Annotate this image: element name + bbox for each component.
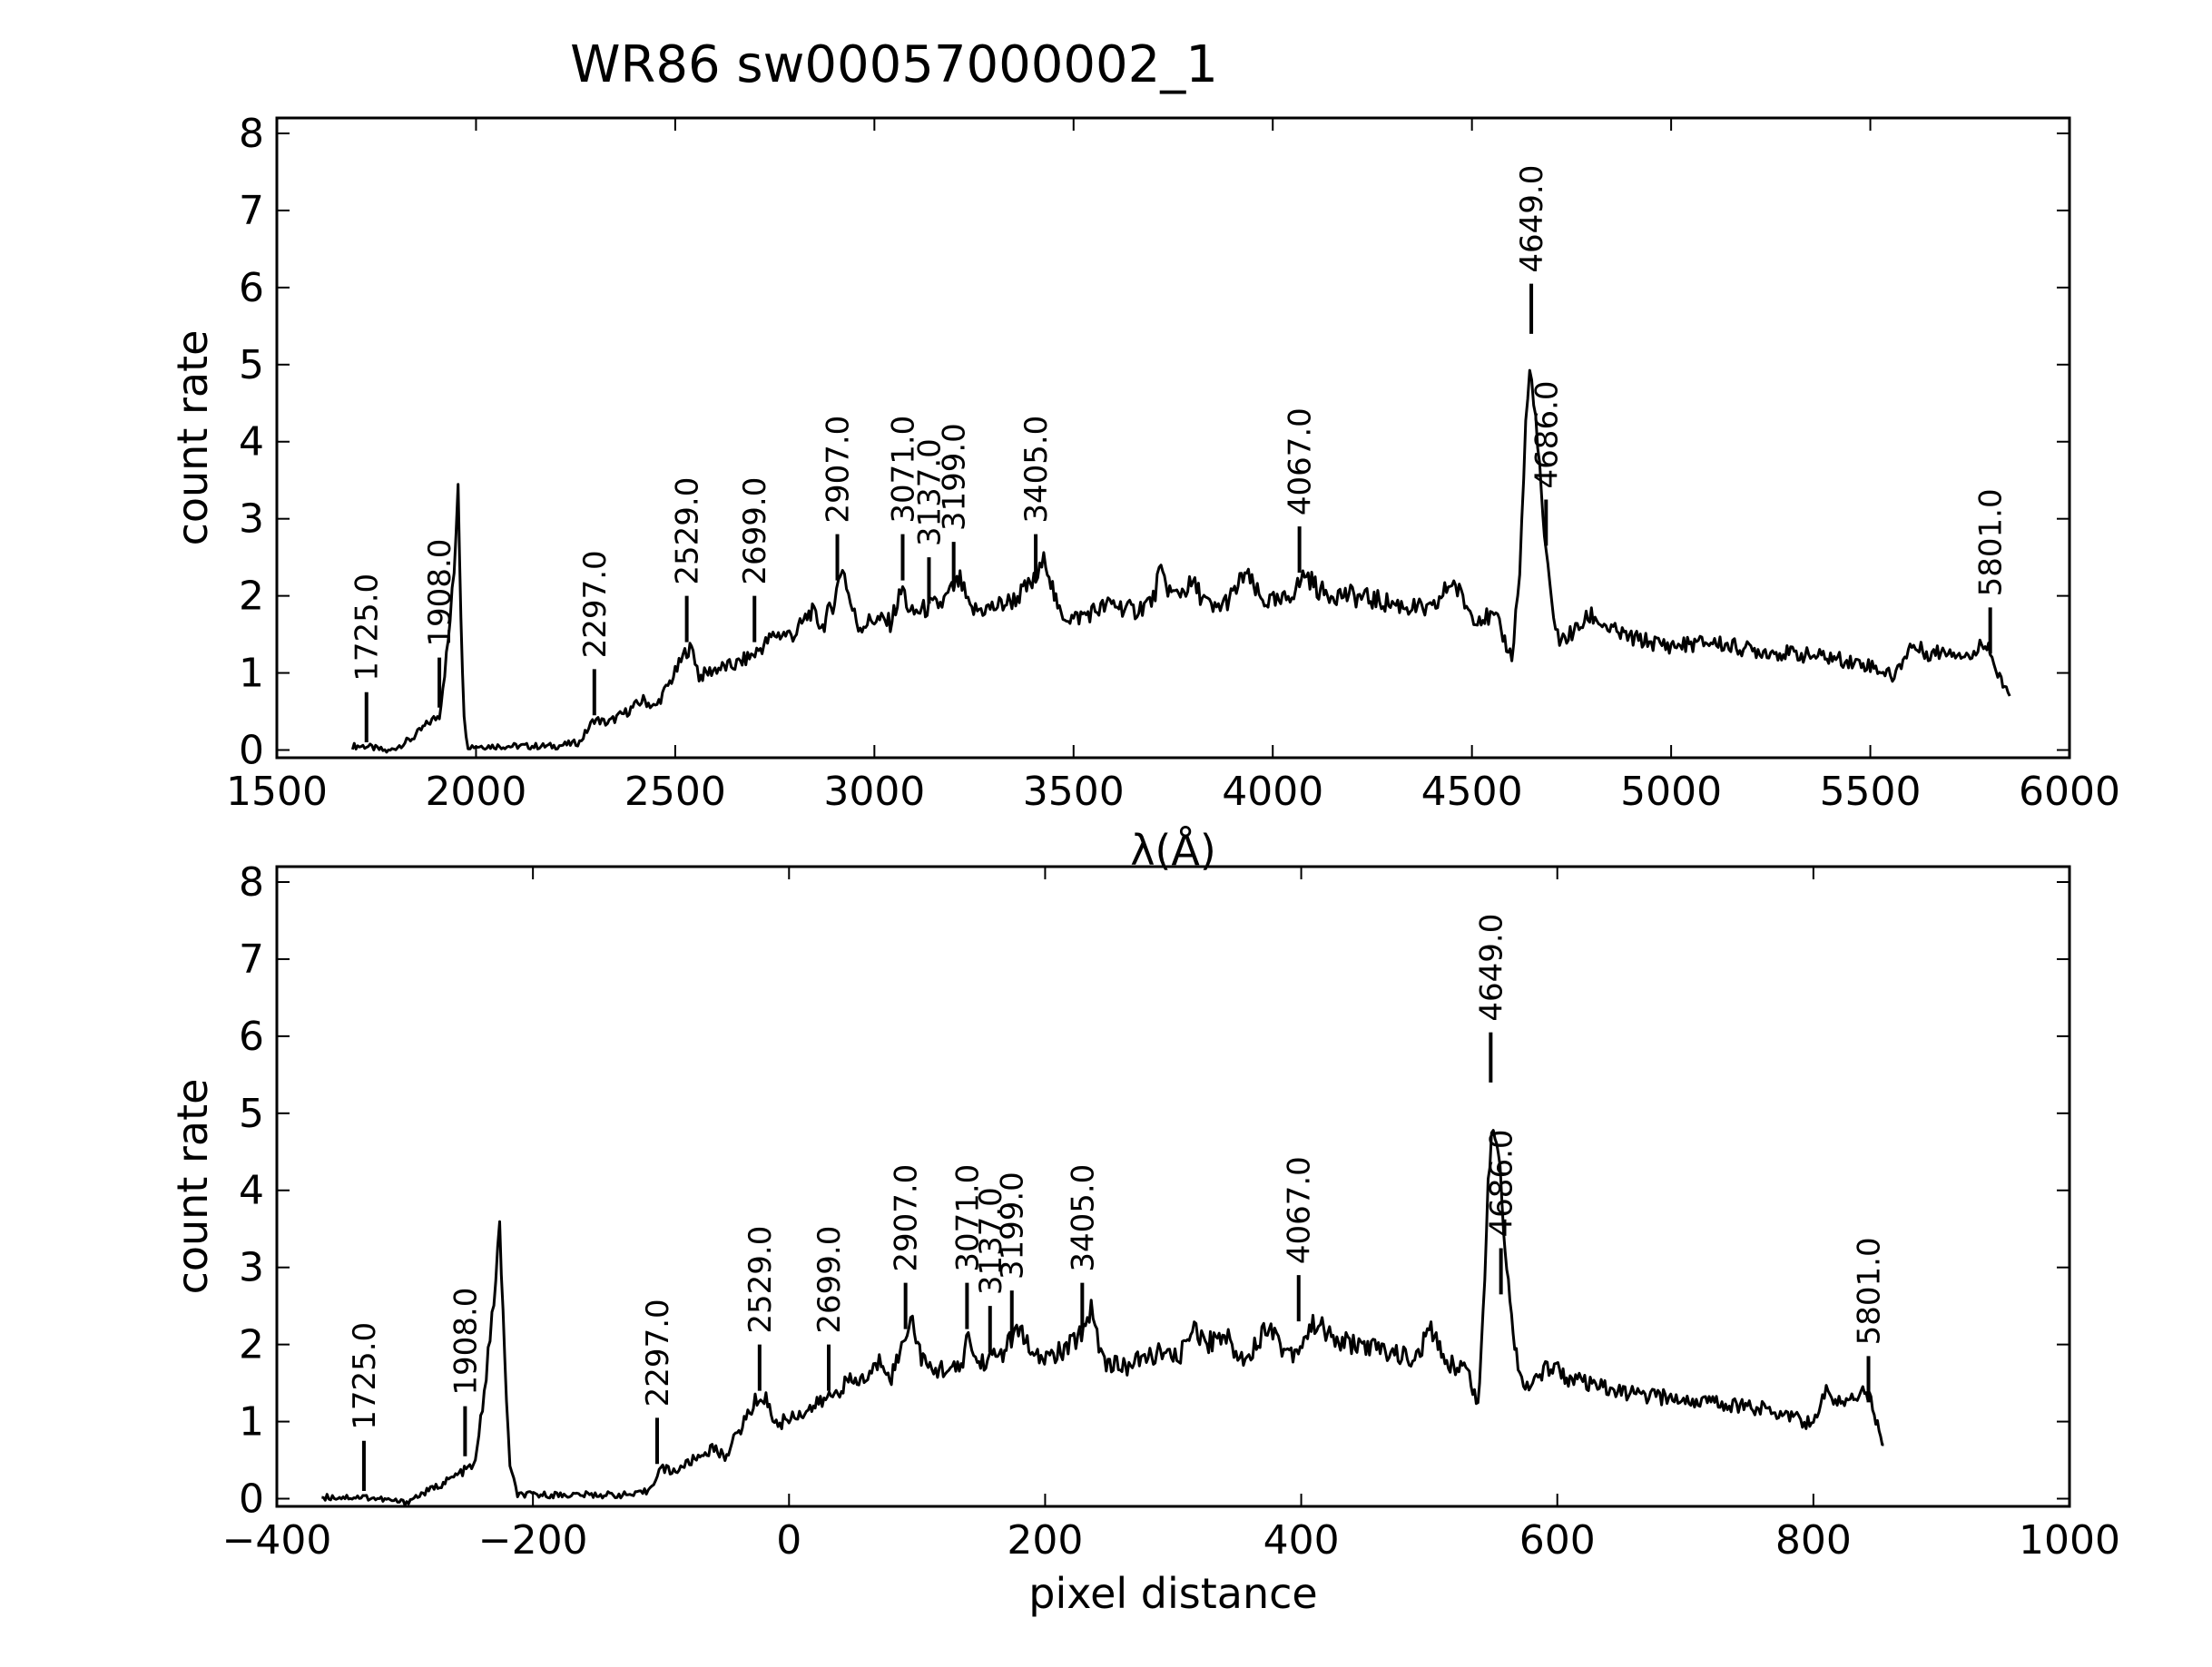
wavelength-x-tick-label: 4500 bbox=[1421, 769, 1523, 815]
wavelength-x-tick-label: 3000 bbox=[823, 769, 925, 815]
wavelength-y-tick-label: 5 bbox=[239, 342, 264, 388]
pixel-y-tick-label: 6 bbox=[239, 1014, 264, 1060]
pixel-series bbox=[321, 1129, 1884, 1507]
pixel-line-mark-label: 4067.0 bbox=[1282, 1156, 1318, 1264]
wavelength-line-mark-label: 1908.0 bbox=[422, 539, 458, 647]
wavelength-y-tick-label: 2 bbox=[239, 574, 264, 620]
wavelength-x-tick-label: 4000 bbox=[1222, 769, 1323, 815]
wavelength-y-tick-label: 3 bbox=[239, 496, 264, 543]
wavelength-line-mark-label: 3405.0 bbox=[1018, 416, 1055, 524]
pixel-y-tick-label: 8 bbox=[239, 859, 264, 906]
wavelength-line-mark-label: 4686.0 bbox=[1529, 380, 1565, 488]
pixel-line-mark-label: 4649.0 bbox=[1473, 914, 1509, 1022]
pixel-line-mark-label: 2907.0 bbox=[889, 1164, 925, 1272]
pixel-line-mark-label: 2699.0 bbox=[811, 1226, 848, 1334]
wavelength-x-tick-label: 1500 bbox=[226, 769, 328, 815]
pixel-y-tick-label: 7 bbox=[239, 936, 264, 983]
pixel-line-mark-label: 2529.0 bbox=[742, 1226, 779, 1334]
pixel-x-tick-label: 200 bbox=[1007, 1517, 1083, 1564]
wavelength-line-mark-label: 2529.0 bbox=[670, 477, 706, 585]
wavelength-line-mark-label: 1725.0 bbox=[349, 574, 386, 682]
pixel-y-tick-label: 5 bbox=[239, 1091, 264, 1137]
pixel-x-tick-label: −400 bbox=[222, 1517, 332, 1564]
pixel-y-axis-label: count rate bbox=[168, 1079, 217, 1295]
wavelength-y-axis-label: count rate bbox=[168, 330, 217, 546]
wavelength-line-mark-label: 3137.0 bbox=[911, 438, 948, 546]
pixel-x-tick-label: 800 bbox=[1775, 1517, 1852, 1564]
pixel-y-tick-label: 2 bbox=[239, 1322, 264, 1368]
pixel-line-mark-label: 1908.0 bbox=[447, 1288, 484, 1396]
pixel-ticks: −400 −200 0 200 400 600 800 1000 0 1 2 3 4 5 6 7 8 bbox=[222, 859, 2120, 1564]
figure-title: WR86 sw00057000002_1 bbox=[570, 35, 1218, 94]
pixel-line-mark-label: 3071.0 bbox=[949, 1164, 986, 1272]
pixel-y-tick-label: 0 bbox=[239, 1476, 264, 1523]
wavelength-x-tick-label: 5500 bbox=[1820, 769, 1922, 815]
wavelength-series bbox=[350, 368, 2011, 754]
pixel-line-mark-label: 2297.0 bbox=[640, 1299, 676, 1407]
wavelength-x-tick-label: 2500 bbox=[624, 769, 726, 815]
wavelength-ticks: 1500 2000 2500 3000 3500 4000 4500 5000 5500 6000… bbox=[226, 111, 2120, 815]
pixel-line-mark-label: 5801.0 bbox=[1852, 1237, 1888, 1345]
wavelength-line-marks: 1725.0 1908.0 2297.0 2529.0 2699.0 2907.0 3071… bbox=[349, 165, 2010, 743]
wavelength-line-mark-label: 3199.0 bbox=[937, 423, 973, 531]
wavelength-y-tick-label: 0 bbox=[239, 728, 264, 774]
wavelength-spectrum-line bbox=[350, 368, 2011, 754]
wavelength-line-mark-label: 5801.0 bbox=[1973, 488, 2010, 596]
wavelength-line-mark-label: 2907.0 bbox=[821, 416, 857, 524]
wavelength-x-tick-label: 2000 bbox=[425, 769, 526, 815]
wavelength-x-tick-label: 5000 bbox=[1620, 769, 1722, 815]
wavelength-line-mark-label: 2297.0 bbox=[577, 550, 614, 658]
wavelength-plot-frame bbox=[275, 116, 2071, 760]
pixel-y-tick-label: 4 bbox=[239, 1168, 264, 1214]
pixel-line-mark-label: 4686.0 bbox=[1484, 1129, 1520, 1237]
wavelength-line-mark-label: 4067.0 bbox=[1283, 407, 1319, 515]
pixel-x-tick-label: −200 bbox=[478, 1517, 588, 1564]
pixel-line-mark-label: 3199.0 bbox=[995, 1172, 1031, 1280]
wavelength-y-tick-label: 8 bbox=[239, 111, 264, 157]
wavelength-line-mark-label: 4649.0 bbox=[1514, 165, 1550, 273]
pixel-x-tick-label: 600 bbox=[1519, 1517, 1596, 1564]
wavelength-x-tick-label: 6000 bbox=[2019, 769, 2120, 815]
pixel-y-tick-label: 1 bbox=[239, 1399, 264, 1446]
pixel-y-tick-label: 3 bbox=[239, 1245, 264, 1291]
pixel-spectrum-line bbox=[321, 1129, 1884, 1507]
wavelength-x-tick-label: 3500 bbox=[1023, 769, 1125, 815]
wavelength-y-tick-label: 4 bbox=[239, 419, 264, 466]
wavelength-y-tick-label: 6 bbox=[239, 265, 264, 311]
wavelength-line-mark-label: 2699.0 bbox=[737, 477, 773, 585]
wavelength-y-tick-label: 1 bbox=[239, 651, 264, 697]
pixel-x-axis-label: pixel distance bbox=[1028, 1569, 1317, 1618]
wavelength-line-mark-label: 3071.0 bbox=[885, 416, 921, 524]
pixel-x-tick-label: 0 bbox=[776, 1517, 801, 1564]
pixel-x-tick-label: 400 bbox=[1263, 1517, 1340, 1564]
pixel-line-mark-label: 3137.0 bbox=[973, 1187, 1009, 1295]
wavelength-y-tick-label: 7 bbox=[239, 188, 264, 234]
pixel-plot-frame bbox=[275, 865, 2071, 1508]
pixel-line-marks: 1725.0 1908.0 2297.0 2529.0 2699.0 2907.0 3071… bbox=[347, 914, 1888, 1492]
pixel-line-mark-label: 1725.0 bbox=[347, 1322, 383, 1430]
pixel-x-tick-label: 1000 bbox=[2019, 1517, 2120, 1564]
pixel-line-mark-label: 3405.0 bbox=[1065, 1164, 1101, 1272]
